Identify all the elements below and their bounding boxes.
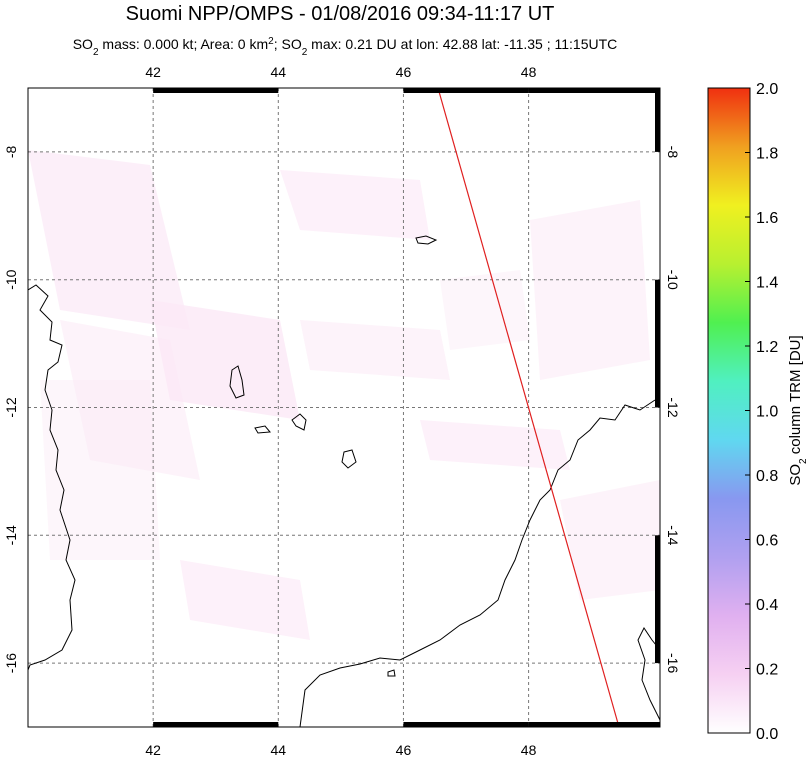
- frame-bar: [153, 88, 278, 93]
- text-segment: column TRM [DU]: [787, 335, 804, 458]
- y-tick-label-right: -14: [665, 525, 681, 545]
- frame-bar: [655, 535, 660, 663]
- y-tick-label-right: -12: [665, 397, 681, 417]
- x-tick-label-bottom: 46: [396, 742, 412, 758]
- colorbar-tick-label: 1.2: [756, 339, 778, 356]
- text-segment: mass: 0.000 kt; Area: 0 km: [99, 36, 269, 52]
- colorbar-tick-label: 0.2: [756, 662, 778, 679]
- y-tick-label-left: -8: [3, 145, 19, 158]
- colorbar: 0.0 0.2 0.4 0.6 0.8 1.0 1.2 1.4 1.6 1.8 2.0 SO2 col…: [708, 81, 807, 743]
- subtitle: SO2 mass: 0.000 kt; Area: 0 km2; SO2 max…: [73, 36, 618, 58]
- y-tick-label-left: -12: [3, 397, 19, 417]
- x-tick-label-top: 46: [396, 64, 412, 80]
- x-tick-label-bottom: 42: [145, 742, 161, 758]
- frame-bar: [153, 722, 278, 727]
- x-tick-label-bottom: 48: [521, 742, 537, 758]
- x-tick-label-top: 42: [145, 64, 161, 80]
- colorbar-tick-label: 1.6: [756, 210, 778, 227]
- colorbar-fill: [708, 88, 750, 733]
- colorbar-tick-label: 0.6: [756, 533, 778, 550]
- colorbar-tick-label: 0.0: [756, 726, 778, 743]
- title: Suomi NPP/OMPS - 01/08/2016 09:34-11:17 …: [126, 3, 555, 25]
- text-segment: SO: [787, 464, 804, 486]
- colorbar-tick-label: 1.0: [756, 404, 778, 421]
- text-segment: ; SO: [274, 36, 302, 52]
- y-tick-label-right: -8: [665, 146, 681, 159]
- colorbar-tick-label: 2.0: [756, 81, 778, 98]
- x-tick-label-bottom: 44: [271, 742, 287, 758]
- colorbar-tick-label: 1.8: [756, 146, 778, 163]
- y-tick-label-right: -10: [665, 270, 681, 290]
- frame-bar: [655, 88, 660, 152]
- text-segment: SO: [73, 36, 93, 52]
- frame-bar: [529, 88, 660, 93]
- colorbar-label: SO2 column TRM [DU]: [787, 335, 807, 485]
- text-segment: max: 0.21 DU at lon: 42.88 lat: -11.35 ;…: [307, 36, 617, 52]
- colorbar-tick-label: 1.4: [756, 275, 778, 292]
- y-tick-label-left: -10: [3, 269, 19, 289]
- y-tick-label-right: -16: [665, 653, 681, 673]
- colorbar-tick-label: 0.8: [756, 468, 778, 485]
- x-tick-label-top: 48: [521, 64, 537, 80]
- colorbar-tick-label: 0.4: [756, 597, 778, 614]
- y-tick-label-left: -16: [3, 653, 19, 673]
- y-tick-label-left: -14: [3, 525, 19, 545]
- x-tick-label-top: 44: [271, 64, 287, 80]
- frame-bar: [403, 722, 528, 727]
- frame-bar: [529, 722, 660, 727]
- frame-bar: [655, 280, 660, 408]
- frame-bar: [403, 88, 528, 93]
